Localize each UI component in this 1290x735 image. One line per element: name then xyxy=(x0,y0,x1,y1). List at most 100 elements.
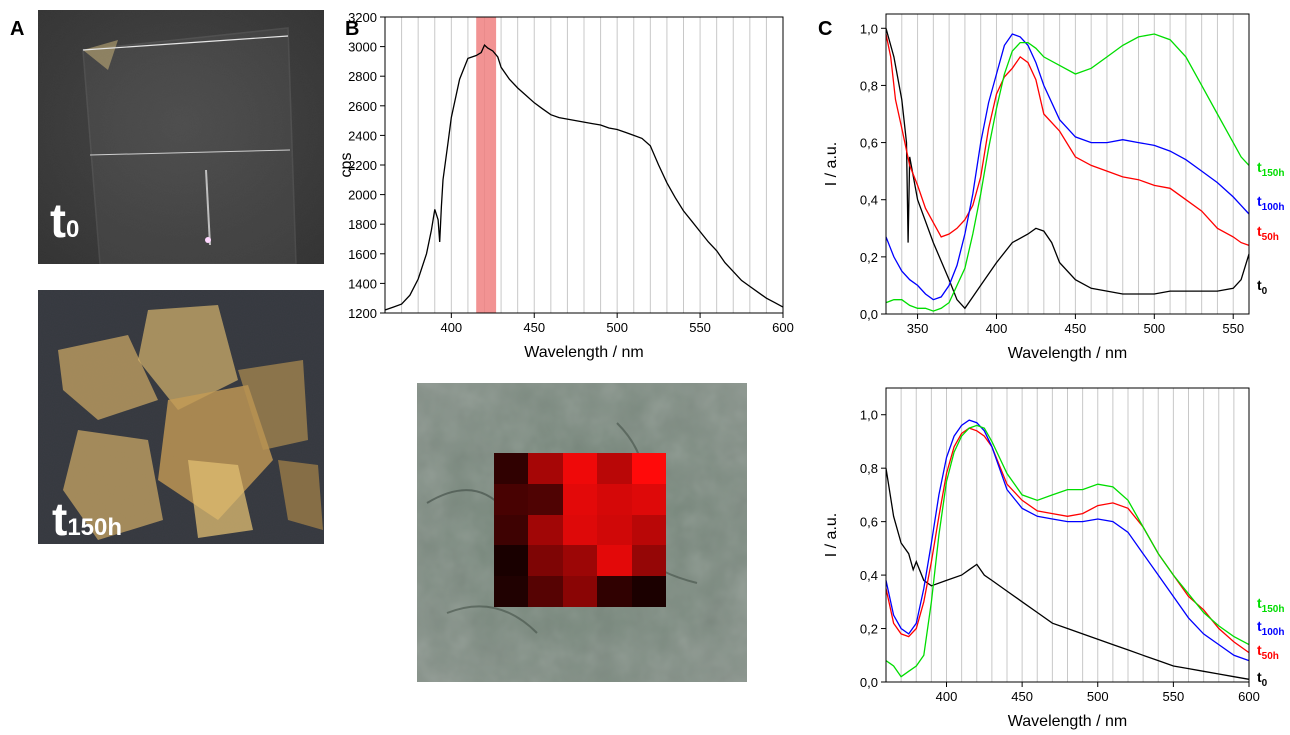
y-tick-label: 2800 xyxy=(348,69,377,84)
y-tick-label: 0,2 xyxy=(860,622,878,637)
y-tick-label: 0,4 xyxy=(860,568,878,583)
y-axis-label: cps xyxy=(340,153,355,178)
label-t150h: t150h xyxy=(52,493,123,545)
series-label-t50h: t50h xyxy=(1257,642,1279,662)
plot-frame xyxy=(885,387,1250,683)
map-pixel xyxy=(562,514,598,546)
y-tick-label: 2200 xyxy=(348,158,377,173)
series-line-t0 xyxy=(384,44,784,311)
panel-letter-c: C xyxy=(818,18,833,40)
y-tick-label: 0,6 xyxy=(860,515,878,530)
photo-film-t150h xyxy=(38,290,324,544)
series-label-t150h: t150h xyxy=(1257,159,1284,179)
y-tick-label: 0,2 xyxy=(860,250,878,265)
x-tick-label: 400 xyxy=(986,321,1008,336)
x-tick-label: 500 xyxy=(1087,689,1109,704)
y-tick-label: 1400 xyxy=(348,276,377,291)
series-line-t0 xyxy=(885,468,1250,680)
map-pixel xyxy=(631,453,666,484)
map-pixel xyxy=(631,514,666,546)
y-tick-label: 0,8 xyxy=(860,78,878,93)
map-pixel xyxy=(631,545,666,577)
series-line-t100h xyxy=(885,33,1250,301)
x-axis-label: Wavelength / nm xyxy=(1008,345,1127,362)
highlight-band xyxy=(476,17,497,313)
x-tick-label: 450 xyxy=(1065,321,1087,336)
y-tick-label: 0,8 xyxy=(860,461,878,476)
series-line-t0 xyxy=(885,28,1250,310)
photo-film-t0 xyxy=(38,10,324,264)
y-tick-label: 0,0 xyxy=(860,307,878,322)
x-tick-label: 600 xyxy=(1238,689,1260,704)
y-tick-label: 1200 xyxy=(348,306,377,321)
map-pixel xyxy=(562,545,598,577)
x-tick-label: 550 xyxy=(1222,321,1244,336)
x-tick-label: 550 xyxy=(689,320,711,335)
chart-panel-b: 400 450 500 550 600 1200 1400 1600 1800 2000 2200 2… xyxy=(340,10,794,361)
map-pixel xyxy=(494,514,529,546)
y-tick-label: 1600 xyxy=(348,247,377,262)
series-line-t150h xyxy=(885,33,1250,312)
x-axis-label: Wavelength / nm xyxy=(524,344,643,361)
panel-letter-a: A xyxy=(10,18,25,40)
map-pixel xyxy=(562,453,598,484)
y-axis-label: I / a.u. xyxy=(823,513,840,557)
map-pixel xyxy=(631,576,666,607)
map-pixel xyxy=(494,483,529,515)
map-pixel xyxy=(597,545,632,577)
series-line-t50h xyxy=(885,33,1250,247)
map-pixel xyxy=(597,453,632,484)
map-pixel xyxy=(631,483,666,515)
y-tick-label: 2600 xyxy=(348,99,377,114)
x-tick-label: 400 xyxy=(936,689,958,704)
y-tick-label: 1,0 xyxy=(860,21,878,36)
x-tick-label: 450 xyxy=(523,320,545,335)
map-pixel xyxy=(528,514,563,546)
y-tick-label: 0,4 xyxy=(860,193,878,208)
y-tick-label: 0,0 xyxy=(860,675,878,690)
series-label-t0: t0 xyxy=(1257,669,1268,689)
y-tick-label: 2400 xyxy=(348,128,377,143)
map-pixel xyxy=(528,483,563,515)
label-t0: t0 xyxy=(50,195,80,248)
series-label-t50h: t50h xyxy=(1257,223,1279,243)
series-line-t100h xyxy=(885,419,1250,662)
C-bottom-grid xyxy=(885,388,1250,682)
y-tick-label: 1800 xyxy=(348,217,377,232)
y-axis-label: I / a.u. xyxy=(823,142,840,186)
map-pixel xyxy=(494,576,529,607)
map-pixel xyxy=(597,514,632,546)
map-pixel xyxy=(528,453,563,484)
map-pixel xyxy=(494,453,529,484)
chart-panel-c-top: 350 400 450 500 550 0,0 0,2 0,4 0,6 0,8 1,0 Wavelen… xyxy=(823,13,1284,362)
y-tick-label: 3200 xyxy=(348,10,377,25)
series-line-t150h xyxy=(885,424,1250,678)
y-tick-label: 3000 xyxy=(348,40,377,55)
chart-panel-c-bottom: 400 450 500 550 600 0,0 0,2 0,4 0,6 0,8 1,0 Wavelen… xyxy=(823,387,1284,730)
series-label-t0: t0 xyxy=(1257,277,1268,297)
plot-frame xyxy=(885,13,1250,315)
map-pixel xyxy=(494,545,529,577)
map-pixel xyxy=(562,576,598,607)
x-tick-label: 500 xyxy=(606,320,628,335)
series-label-t100h: t100h xyxy=(1257,618,1284,638)
map-pixel xyxy=(528,576,563,607)
x-tick-label: 500 xyxy=(1143,321,1165,336)
map-pixel xyxy=(528,545,563,577)
x-tick-label: 600 xyxy=(772,320,794,335)
x-tick-label: 350 xyxy=(907,321,929,336)
panel-letter-b: B xyxy=(345,18,360,40)
x-axis-label: Wavelength / nm xyxy=(1008,713,1127,730)
series-label-t150h: t150h xyxy=(1257,595,1284,615)
y-tick-label: 1,0 xyxy=(860,408,878,423)
intensity-map xyxy=(494,453,666,607)
x-tick-label: 550 xyxy=(1163,689,1185,704)
y-tick-label: 0,6 xyxy=(860,136,878,151)
map-pixel xyxy=(597,483,632,515)
C-top-grid xyxy=(885,14,1250,314)
x-tick-label: 400 xyxy=(440,320,462,335)
series-label-t100h: t100h xyxy=(1257,193,1284,213)
x-tick-label: 450 xyxy=(1011,689,1033,704)
map-pixel xyxy=(597,576,632,607)
y-tick-label: 2000 xyxy=(348,188,377,203)
